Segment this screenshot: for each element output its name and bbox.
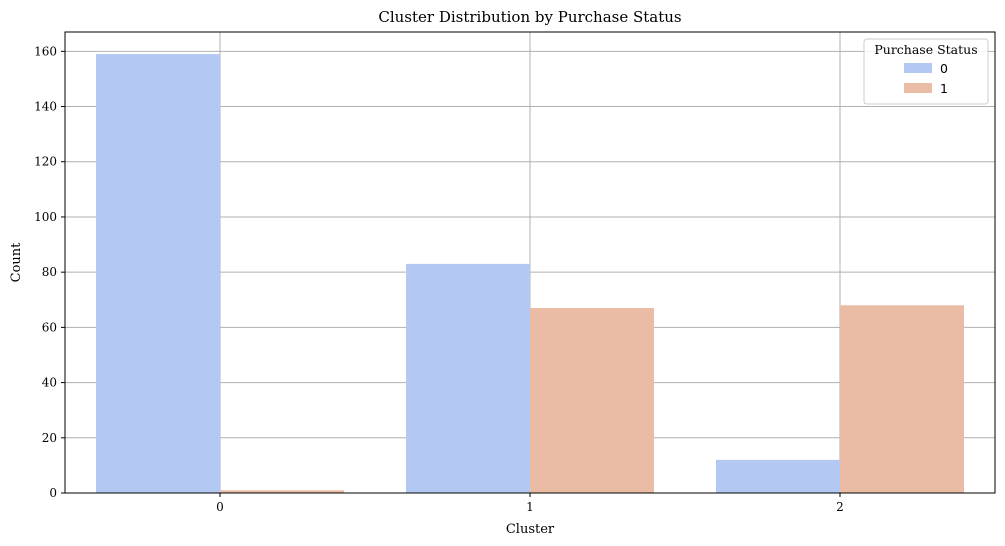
legend-label-1: 1 <box>940 81 948 96</box>
x-tick-label: 1 <box>526 500 534 514</box>
legend-swatch-0 <box>904 63 932 73</box>
y-tick-label: 120 <box>34 155 57 169</box>
bar-cluster-1-status-1 <box>530 308 654 493</box>
chart-title: Cluster Distribution by Purchase Status <box>378 8 681 26</box>
x-axis-label: Cluster <box>506 522 555 537</box>
legend-title: Purchase Status <box>874 42 977 57</box>
x-tick-label: 2 <box>836 500 844 514</box>
y-tick-label: 80 <box>42 265 57 279</box>
y-tick-label: 60 <box>42 320 57 334</box>
x-tick-label: 0 <box>216 500 224 514</box>
legend: Purchase Status 01 <box>863 38 989 105</box>
bar-cluster-2-status-1 <box>840 305 964 493</box>
y-tick-label: 0 <box>49 486 57 500</box>
x-axis-ticks: 0 1 2 <box>216 493 844 514</box>
y-axis-label: Count <box>9 242 24 283</box>
legend-swatch-1 <box>904 83 932 93</box>
bars <box>96 54 964 493</box>
y-tick-label: 100 <box>34 210 57 224</box>
bar-cluster-2-status-0 <box>716 459 840 493</box>
y-tick-label: 140 <box>34 100 57 114</box>
y-tick-label: 160 <box>34 44 57 58</box>
bar-cluster-0-status-0 <box>96 54 220 493</box>
y-axis-ticks: 0 20 40 60 80 100 120 140 160 <box>34 44 65 500</box>
y-tick-label: 40 <box>42 376 57 390</box>
legend-items: 01 <box>904 61 948 96</box>
bar-cluster-1-status-0 <box>406 263 530 493</box>
y-tick-label: 20 <box>42 431 57 445</box>
bar-cluster-0-status-1 <box>220 490 344 493</box>
legend-label-0: 0 <box>940 61 948 76</box>
